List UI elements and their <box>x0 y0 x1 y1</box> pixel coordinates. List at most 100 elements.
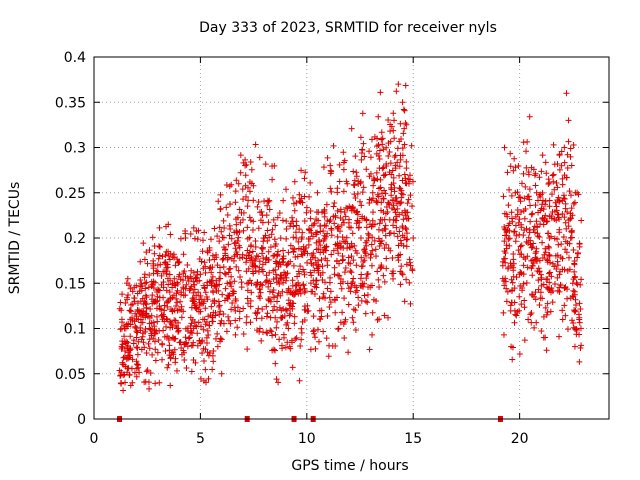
data-point <box>170 292 177 299</box>
data-point <box>353 220 360 227</box>
data-point <box>226 232 233 239</box>
data-point <box>502 227 509 234</box>
data-point <box>503 242 510 249</box>
data-point <box>539 295 546 302</box>
data-point <box>180 347 187 354</box>
data-point <box>229 299 236 306</box>
data-point <box>311 220 318 227</box>
data-point <box>524 193 531 200</box>
data-point <box>378 207 385 214</box>
data-point <box>184 328 191 335</box>
data-point <box>518 209 525 216</box>
data-point <box>343 178 350 185</box>
data-point <box>297 263 304 270</box>
data-point <box>273 376 280 383</box>
data-point <box>532 250 539 257</box>
data-point <box>509 286 516 293</box>
data-point <box>160 279 167 286</box>
data-point <box>262 161 269 168</box>
data-point <box>359 147 366 154</box>
data-point <box>163 270 170 277</box>
plot-frame <box>93 56 610 420</box>
data-point <box>137 327 144 334</box>
data-point <box>200 357 207 364</box>
data-point <box>332 343 339 350</box>
data-point <box>528 211 535 218</box>
data-point <box>554 236 561 243</box>
data-point <box>398 190 405 197</box>
data-point <box>195 319 202 326</box>
data-point <box>167 382 174 389</box>
data-point <box>525 169 532 176</box>
data-point <box>313 277 320 284</box>
data-point <box>281 269 288 276</box>
data-point <box>289 364 296 371</box>
data-point <box>239 186 246 193</box>
data-point <box>181 341 188 348</box>
data-point <box>389 205 396 212</box>
data-point <box>514 211 521 218</box>
data-point <box>256 258 263 265</box>
data-point <box>375 276 382 283</box>
data-point <box>508 262 515 269</box>
data-point <box>209 287 216 294</box>
data-point <box>302 287 309 294</box>
data-point <box>167 231 174 238</box>
data-point <box>236 315 243 322</box>
data-point <box>340 238 347 245</box>
data-point <box>375 235 382 242</box>
data-point <box>390 216 397 223</box>
data-point <box>538 168 545 175</box>
data-point <box>385 199 392 206</box>
data-point <box>499 262 506 269</box>
data-point <box>296 226 303 233</box>
data-point <box>233 221 240 228</box>
data-point <box>513 312 520 319</box>
data-point <box>209 264 216 271</box>
data-point <box>133 365 140 372</box>
data-point <box>551 263 558 270</box>
data-point <box>379 165 386 172</box>
data-point <box>543 170 550 177</box>
data-point <box>326 279 333 286</box>
data-point <box>202 366 209 373</box>
data-point <box>403 158 410 165</box>
data-point <box>236 255 243 262</box>
data-point <box>525 240 532 247</box>
data-point <box>232 331 239 338</box>
data-point <box>240 196 247 203</box>
data-point <box>296 191 303 198</box>
data-point <box>219 291 226 298</box>
data-point <box>123 280 130 287</box>
data-point <box>565 138 572 145</box>
data-point <box>284 261 291 268</box>
data-point <box>404 200 411 207</box>
data-point <box>317 272 324 279</box>
data-point <box>194 330 201 337</box>
data-point <box>169 307 176 314</box>
data-point <box>276 280 283 287</box>
data-point <box>369 189 376 196</box>
data-point <box>163 323 170 330</box>
data-point <box>503 285 510 292</box>
data-point <box>266 234 273 241</box>
data-point <box>263 329 270 336</box>
data-point <box>139 311 146 318</box>
data-point <box>338 285 345 292</box>
data-point <box>178 314 185 321</box>
data-point <box>181 356 188 363</box>
data-point <box>373 198 380 205</box>
data-point <box>576 358 583 365</box>
data-point <box>343 234 350 241</box>
data-point <box>271 294 278 301</box>
data-point <box>572 296 579 303</box>
data-point <box>175 259 182 266</box>
data-point <box>548 273 555 280</box>
data-point <box>374 176 381 183</box>
data-point <box>317 242 324 249</box>
data-point <box>272 271 279 278</box>
data-point <box>378 136 385 143</box>
data-point <box>222 285 229 292</box>
data-point <box>360 140 367 147</box>
data-point <box>277 235 284 242</box>
